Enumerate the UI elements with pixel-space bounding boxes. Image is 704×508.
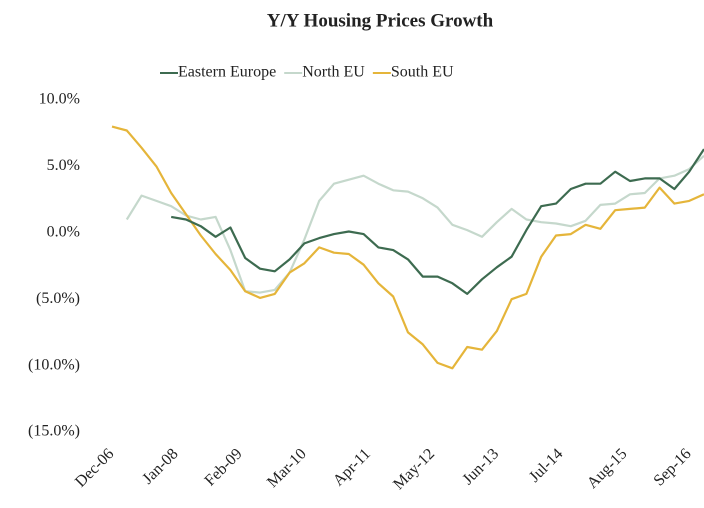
legend: Eastern Europe North EU South EU bbox=[160, 64, 454, 81]
chart-title: Y/Y Housing Prices Growth bbox=[267, 10, 494, 31]
legend-label: South EU bbox=[391, 64, 454, 81]
series-line bbox=[125, 154, 704, 294]
x-tick-label: Jul-14 bbox=[526, 445, 566, 485]
x-tick-label: Jun-13 bbox=[459, 445, 502, 488]
y-tick-label: 5.0% bbox=[47, 157, 80, 174]
y-tick-label: 10.0% bbox=[39, 91, 80, 108]
x-tick-label: Apr-11 bbox=[330, 445, 374, 489]
legend-label: Eastern Europe bbox=[178, 64, 276, 81]
x-tick-label: Feb-09 bbox=[202, 445, 246, 489]
legend-label: North EU bbox=[302, 64, 365, 81]
y-tick-label: 0.0% bbox=[47, 223, 80, 240]
x-tick-label: Aug-15 bbox=[584, 445, 631, 492]
x-tick-label: Sep-16 bbox=[651, 445, 695, 489]
x-tick-label: May-12 bbox=[390, 445, 438, 493]
x-tick-label: Dec-06 bbox=[72, 445, 117, 490]
series-line bbox=[111, 125, 704, 370]
series-line bbox=[171, 148, 704, 295]
y-tick-label: (10.0%) bbox=[28, 356, 80, 373]
x-tick-label: Mar-10 bbox=[264, 445, 310, 491]
x-tick-label: Jan-08 bbox=[139, 445, 181, 487]
y-tick-label: (5.0%) bbox=[36, 290, 80, 307]
y-tick-label: (15.0%) bbox=[28, 423, 80, 440]
